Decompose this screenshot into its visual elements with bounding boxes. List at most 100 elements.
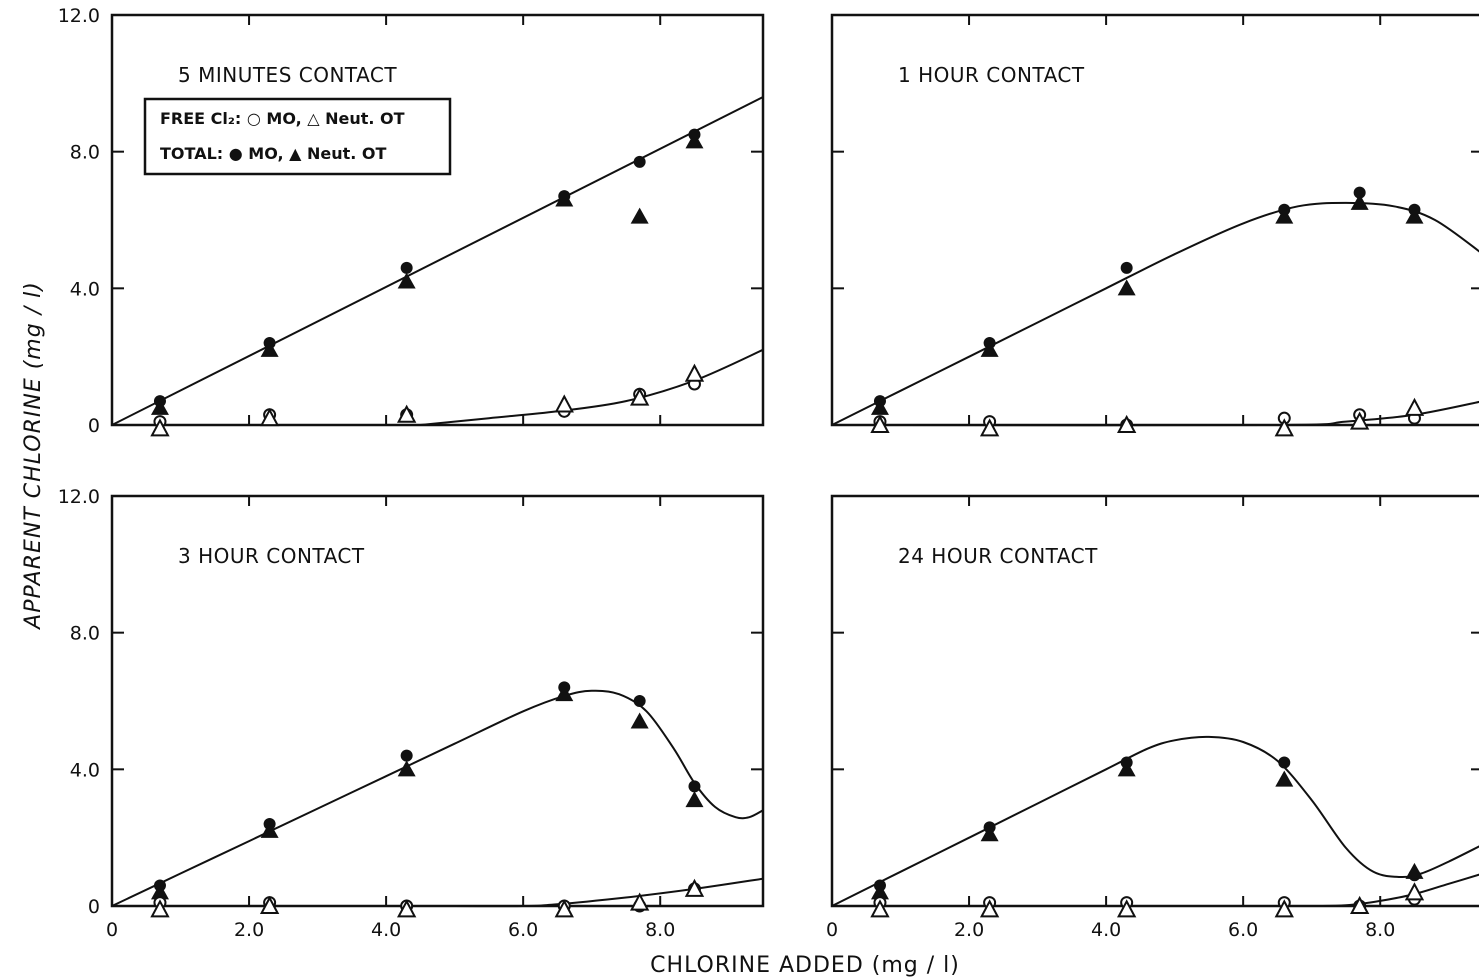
panel-2: 1 HOUR CONTACT (830, 13, 1479, 437)
data-point-total-ot (150, 883, 169, 900)
data-point-free-ot (554, 394, 574, 413)
series-filled-triangle (150, 132, 704, 415)
data-point-total-ot (555, 190, 574, 207)
data-point-total-mo (400, 261, 413, 274)
fit-curve (111, 96, 764, 426)
series-open-triangle (150, 363, 705, 437)
data-point-free-ot (870, 414, 890, 433)
fit-curve (831, 735, 1479, 907)
y-tick-label: 8.0 (70, 623, 100, 645)
panels: 0 4.0 8.0 12.0 5 MINUTES CONTACT 1 HOUR CONTA… (58, 5, 1479, 941)
data-point-total-ot (260, 340, 279, 357)
x-tick-label: 6.0 (1228, 919, 1258, 941)
x-tick-label: 0 (106, 919, 118, 941)
data-point-free-ot (629, 387, 650, 406)
legend-box (143, 97, 452, 176)
data-point-free-ot (629, 892, 650, 911)
data-point-free-ot (396, 899, 417, 918)
data-point-total-ot (630, 712, 649, 729)
panel-title: 24 HOUR CONTACT (898, 544, 1098, 568)
panel-title: 5 MINUTES CONTACT (178, 63, 397, 87)
series-filled-triangle (870, 193, 1424, 415)
panel-3: 0 2.0 4.0 6.0 8.0 0 4.0 8.0 12.0 3 HOUR CONTACT (58, 486, 765, 941)
x-tick-label: 8.0 (645, 919, 675, 941)
fit-curve (420, 348, 764, 426)
data-point-free-ot (1116, 899, 1137, 918)
data-point-total-ot (1275, 207, 1294, 224)
data-point-free-ot (684, 878, 705, 897)
x-tick-label: 2.0 (234, 919, 264, 941)
data-point-free-ot (1116, 414, 1137, 433)
legend-total-entry: TOTAL: ● MO, ▲ Neut. OT (160, 144, 386, 163)
y-tick-label: 8.0 (70, 142, 100, 164)
data-point-total-ot (397, 760, 416, 777)
data-point-free-ot (259, 895, 280, 914)
data-point-total-ot (980, 825, 999, 842)
series-open-triangle (870, 882, 1425, 918)
data-point-total-mo (1120, 261, 1133, 274)
y-tick-label: 0 (88, 415, 100, 437)
data-point-total-mo (633, 155, 646, 168)
fit-curve (112, 877, 764, 908)
y-tick-label: 4.0 (70, 278, 100, 300)
data-point-free-ot (1404, 397, 1425, 416)
series-filled-circle (153, 681, 701, 892)
data-point-total-mo (1278, 756, 1291, 769)
data-point-total-ot (870, 883, 889, 900)
x-axis-title: CHLORINE ADDED (mg / l) (650, 953, 960, 978)
data-point-free-ot (1404, 882, 1425, 901)
data-point-free-ot (684, 363, 705, 382)
data-point-total-mo (1353, 186, 1366, 199)
series-open-circle (873, 408, 1421, 432)
data-point-total-mo (400, 749, 413, 762)
series-open-circle (873, 892, 1421, 913)
x-tick-label: 0 (826, 919, 838, 941)
data-point-total-mo (633, 695, 646, 707)
data-point-free-ot (259, 408, 280, 427)
fit-curve (832, 873, 1479, 908)
data-point-free-ot (1274, 899, 1294, 918)
series-filled-circle (873, 756, 1421, 892)
data-point-total-ot (397, 272, 416, 289)
series-filled-circle (153, 128, 701, 408)
data-point-free-ot (979, 418, 1000, 437)
series-filled-circle (873, 186, 1421, 408)
series-filled-triangle (150, 685, 704, 900)
legend: FREE Cl₂: ○ MO, △ Neut. OT TOTAL: ● MO, … (143, 97, 452, 176)
x-tick-label: 2.0 (954, 919, 984, 941)
data-point-total-ot (555, 685, 574, 702)
y-tick-label: 12.0 (58, 5, 100, 27)
data-point-total-ot (685, 132, 704, 149)
data-point-free-ot (1274, 418, 1294, 437)
data-point-free-ot (150, 418, 170, 437)
data-point-free-ot (554, 899, 574, 918)
data-point-total-ot (1117, 760, 1136, 777)
data-point-total-ot (685, 791, 704, 808)
data-point-total-mo (688, 780, 701, 793)
fit-curve (831, 201, 1479, 426)
y-tick-label: 4.0 (70, 759, 100, 781)
data-point-total-ot (1405, 862, 1424, 879)
data-point-free-ot (150, 899, 170, 918)
x-tick-label: 6.0 (508, 919, 538, 941)
y-tick-label: 12.0 (58, 486, 100, 508)
series-open-triangle (870, 397, 1425, 437)
data-point-free-ot (1349, 895, 1370, 914)
data-point-total-ot (870, 398, 889, 415)
data-point-total-ot (260, 821, 279, 838)
panel-4: 0 2.0 4.0 6.0 8.0 24 HOUR CONTACT (826, 494, 1479, 941)
series-filled-triangle (870, 760, 1424, 900)
panel-title: 3 HOUR CONTACT (178, 544, 365, 568)
series-open-triangle (150, 878, 705, 918)
x-tick-label: 8.0 (1365, 919, 1395, 941)
data-point-total-ot (1350, 193, 1369, 210)
y-axis-title: APPARENT CHLORINE (mg / l) (21, 281, 46, 631)
y-tick-label: 0 (88, 896, 100, 918)
fit-curve (831, 400, 1479, 427)
panel-1: 0 4.0 8.0 12.0 5 MINUTES CONTACT (58, 5, 765, 437)
data-point-free-ot (979, 899, 1000, 918)
data-point-total-ot (980, 340, 999, 357)
x-tick-label: 4.0 (1091, 919, 1121, 941)
data-point-free-ot (870, 899, 890, 918)
